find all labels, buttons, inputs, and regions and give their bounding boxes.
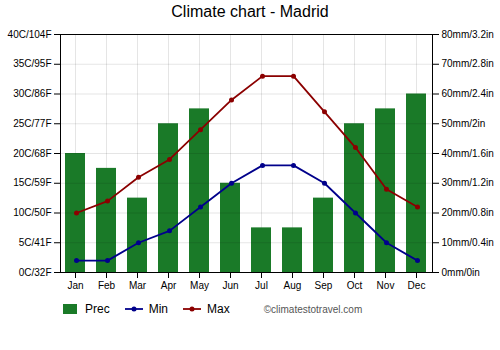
svg-text:25C/77F: 25C/77F <box>13 118 51 129</box>
html-text:©climatestotravel.com: ©climatestotravel.com <box>263 303 363 315</box>
svg-text:20mm/0.8in: 20mm/0.8in <box>442 207 494 218</box>
svg-text:Aug: Aug <box>284 280 302 291</box>
svg-text:0C/32F: 0C/32F <box>19 267 52 278</box>
svg-text:Feb: Feb <box>98 280 116 291</box>
svg-text:30mm/1.2in: 30mm/1.2in <box>442 177 494 188</box>
svg-text:30C/86F: 30C/86F <box>13 88 51 99</box>
svg-text:60mm/2.4in: 60mm/2.4in <box>442 88 494 99</box>
svg-text:35C/95F: 35C/95F <box>13 58 51 69</box>
svg-text:Sep: Sep <box>315 280 333 291</box>
svg-text:May: May <box>190 280 209 291</box>
svg-text:40C/104F: 40C/104F <box>8 29 52 40</box>
html-text:Min: Min <box>148 302 168 316</box>
svg-text:40mm/1.6in: 40mm/1.6in <box>442 148 494 159</box>
svg-text:Jan: Jan <box>67 280 83 291</box>
svg-text:Jul: Jul <box>255 280 268 291</box>
svg-text:10C/50F: 10C/50F <box>13 207 51 218</box>
svg-text:70mm/2.8in: 70mm/2.8in <box>442 58 494 69</box>
svg-text:50mm/2in: 50mm/2in <box>442 118 486 129</box>
svg-text:Nov: Nov <box>377 280 395 291</box>
svg-text:5C/41F: 5C/41F <box>19 237 52 248</box>
svg-text:15C/59F: 15C/59F <box>13 177 51 188</box>
html-text:Climate chart - Madrid: Climate chart - Madrid <box>171 3 329 20</box>
svg-text:0mm/0in: 0mm/0in <box>442 267 480 278</box>
html-text:Prec: Prec <box>85 302 110 316</box>
svg-text:Dec: Dec <box>408 280 426 291</box>
svg-text:Apr: Apr <box>161 280 177 291</box>
svg-text:20C/68F: 20C/68F <box>13 148 51 159</box>
html-text:Max: Max <box>207 302 230 316</box>
svg-text:Jun: Jun <box>222 280 238 291</box>
svg-text:Mar: Mar <box>129 280 147 291</box>
svg-text:Oct: Oct <box>347 280 363 291</box>
svg-text:10mm/0.4in: 10mm/0.4in <box>442 237 494 248</box>
svg-text:80mm/3.2in: 80mm/3.2in <box>442 29 494 40</box>
